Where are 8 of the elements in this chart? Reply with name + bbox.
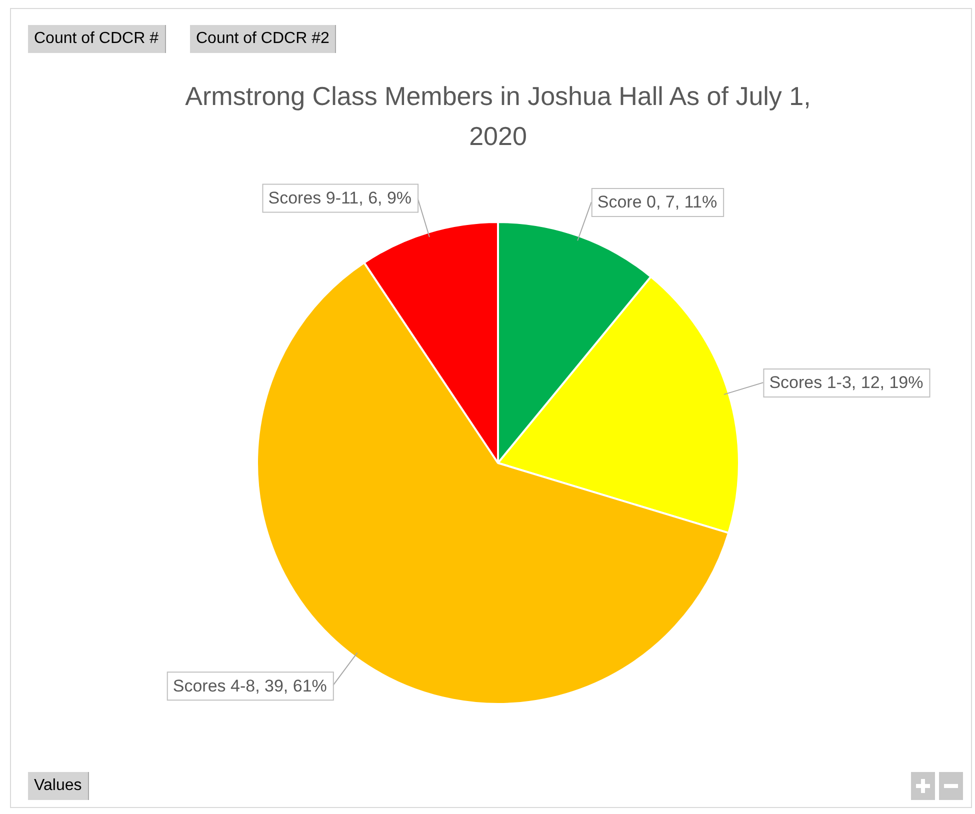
text: Count of CDCR #2 xyxy=(190,25,336,53)
slice-label: Score 0, 7, 11% xyxy=(597,192,718,212)
chart-title: Armstrong Class Members in Joshua Hall As of July 1, 2020 xyxy=(184,80,812,153)
text: Values xyxy=(28,772,89,800)
text: Count of CDCR # xyxy=(28,25,166,53)
slice-label: Scores 4-8, 39, 61% xyxy=(172,676,327,696)
slice-label: Scores 1-3, 12, 19% xyxy=(769,373,924,392)
slice-label: Scores 9-11, 6, 9% xyxy=(268,188,412,208)
